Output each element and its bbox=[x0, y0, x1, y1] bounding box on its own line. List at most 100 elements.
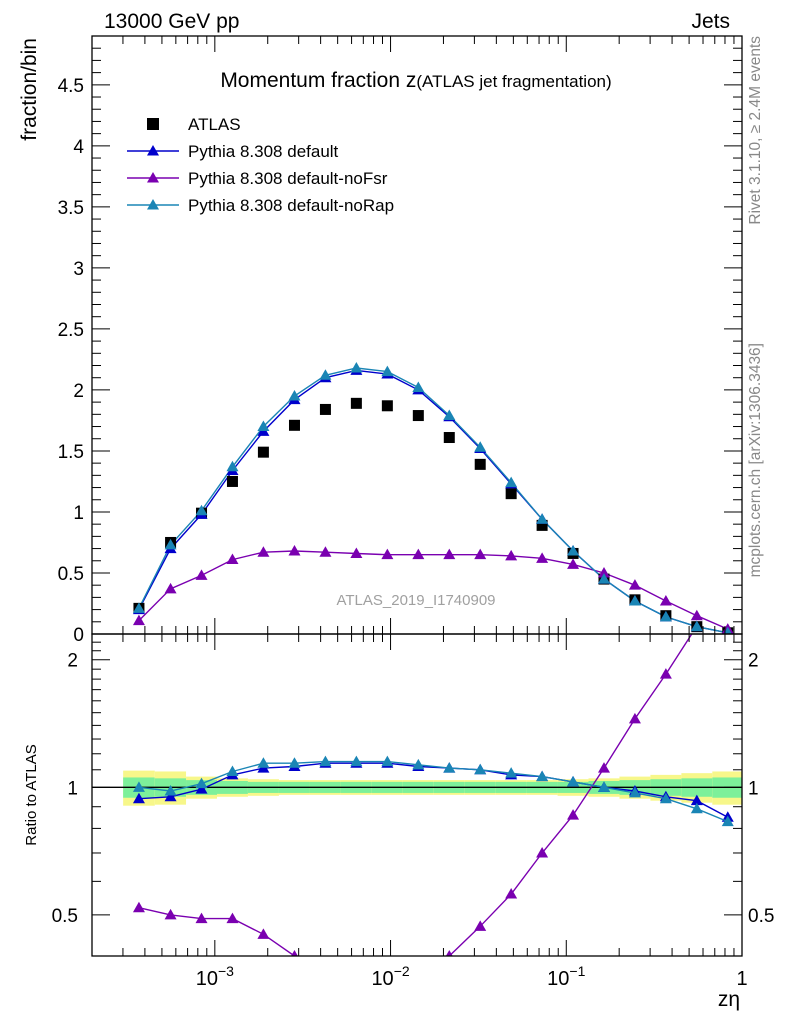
ratio-point-noFsr bbox=[412, 969, 424, 980]
atlas-data-point bbox=[257, 446, 269, 458]
data-point-noRap bbox=[226, 460, 239, 472]
ratio-point-noRap bbox=[195, 777, 208, 789]
ratio-point-noRap bbox=[536, 770, 549, 782]
atlas-data-point bbox=[226, 475, 238, 487]
atlas-data-point bbox=[443, 432, 455, 444]
main-y-tick-label: 2 bbox=[73, 381, 84, 402]
legend-label-default: Pythia 8.308 default bbox=[188, 142, 339, 161]
ratio-y-axis-label: Ratio to ATLAS bbox=[23, 744, 40, 845]
ratio-y-tick-label-left: 2 bbox=[67, 651, 78, 672]
ratio-point-noRap bbox=[474, 763, 487, 775]
x-axis-label: zη bbox=[718, 988, 740, 1011]
legend-label-atlas: ATLAS bbox=[188, 115, 241, 134]
ratio-point-default bbox=[690, 794, 703, 806]
ratio-line-default bbox=[138, 762, 729, 818]
ratio-point-noRap bbox=[319, 755, 332, 767]
legend-label-noFsr: Pythia 8.308 default-noFsr bbox=[188, 169, 388, 188]
data-point-noRap bbox=[257, 420, 270, 432]
data-point-noRap bbox=[628, 595, 641, 606]
data-point-noRap bbox=[164, 538, 177, 550]
ratio-point-default bbox=[195, 783, 208, 794]
atlas-data-point bbox=[319, 403, 331, 415]
ratio-point-noFsr bbox=[628, 712, 641, 724]
ratio-point-noRap bbox=[443, 762, 456, 773]
ratio-point-noRap bbox=[381, 755, 394, 767]
ratio-y-tick-label-left: 0.5 bbox=[52, 906, 78, 927]
ratio-point-noRap bbox=[505, 767, 518, 778]
data-point-noRap bbox=[350, 361, 363, 373]
ratio-point-noFsr bbox=[257, 928, 270, 939]
ratio-y-tick-label-left: 1 bbox=[67, 778, 78, 799]
ratio-point-noFsr bbox=[567, 809, 580, 820]
rivet-label: Rivet 3.1.10, ≥ 2.4M events bbox=[747, 36, 764, 225]
x-tick-label: 1 bbox=[736, 968, 747, 990]
legend: ATLAS Pythia 8.308 default Pythia 8.308 de… bbox=[127, 115, 394, 215]
data-point-noFsr bbox=[505, 549, 518, 561]
ratio-point-noRap bbox=[721, 815, 734, 827]
main-y-tick-label: 0.5 bbox=[58, 564, 84, 585]
ratio-point-noFsr bbox=[722, 526, 734, 537]
data-point-noFsr bbox=[536, 552, 549, 563]
analysis-watermark: ATLAS_2019_I1740909 bbox=[336, 592, 495, 609]
ratio-line-noRap bbox=[138, 760, 729, 823]
ratio-point-noFsr bbox=[291, 950, 298, 956]
header-right: Jets bbox=[691, 10, 730, 33]
main-y-tick-label: 0 bbox=[73, 625, 84, 646]
data-point-noRap bbox=[443, 409, 456, 421]
legend-marker-atlas bbox=[147, 118, 159, 130]
ratio-y-tick-label-right: 2 bbox=[748, 651, 759, 672]
x-tick-label: 10−2 bbox=[371, 963, 409, 990]
ratio-point-noFsr bbox=[505, 888, 518, 899]
data-point-noRap bbox=[132, 602, 145, 613]
data-point-noRap bbox=[536, 513, 549, 524]
legend-marker-noFsr bbox=[147, 172, 159, 183]
data-point-noRap bbox=[319, 369, 332, 380]
ratio-point-noFsr bbox=[445, 950, 453, 956]
data-point-noFsr bbox=[628, 579, 641, 590]
x-tick-label-base: 1 bbox=[736, 968, 747, 990]
ratio-point-noFsr bbox=[132, 901, 145, 913]
ratio-point-noFsr bbox=[195, 912, 208, 924]
ratio-point-noRap bbox=[288, 757, 301, 768]
ratio-point-noRap bbox=[257, 757, 270, 768]
ratio-point-noRap bbox=[597, 781, 610, 792]
ratio-point-noRap bbox=[132, 781, 145, 792]
ratio-point-noRap bbox=[659, 792, 672, 804]
atlas-data-point bbox=[288, 419, 300, 431]
data-point-noFsr bbox=[350, 547, 363, 558]
x-tick-label: 10−1 bbox=[547, 963, 585, 990]
x-tick-label-exponent: −2 bbox=[394, 963, 410, 979]
data-point-noFsr bbox=[567, 558, 580, 569]
data-point-noRap bbox=[474, 441, 487, 452]
ratio-y-tick-label-right: 0.5 bbox=[748, 906, 774, 927]
ratio-point-noFsr bbox=[474, 920, 487, 931]
atlas-data-point bbox=[381, 400, 393, 412]
ratio-point-noRap bbox=[412, 758, 425, 770]
legend-marker-noRap bbox=[147, 199, 159, 210]
data-point-noFsr bbox=[226, 553, 239, 565]
x-tick-label-base: 10 bbox=[547, 968, 569, 990]
data-point-noRap bbox=[567, 545, 580, 556]
ratio-point-default bbox=[132, 792, 145, 804]
x-tick-label: 10−3 bbox=[196, 963, 234, 990]
data-point-noRap bbox=[412, 381, 425, 392]
chart-title: Momentum fraction z(ATLAS jet fragmentat… bbox=[220, 69, 611, 92]
legend-label-noRap: Pythia 8.308 default-noRap bbox=[188, 196, 394, 215]
ratio-frame bbox=[91, 633, 743, 957]
ratio-bands bbox=[123, 770, 742, 806]
data-point-noRap bbox=[381, 365, 394, 377]
data-point-noRap bbox=[597, 573, 610, 584]
x-tick-label-exponent: −1 bbox=[569, 963, 585, 979]
ratio-point-noFsr bbox=[164, 908, 177, 920]
ratio-point-noRap bbox=[226, 765, 239, 776]
atlas-data-point bbox=[350, 397, 362, 409]
ratio-point-noFsr bbox=[597, 762, 610, 773]
data-point-noFsr bbox=[443, 548, 456, 560]
legend-marker-default bbox=[147, 145, 159, 156]
main-y-tick-label: 3.5 bbox=[58, 198, 84, 219]
ratio-point-noFsr bbox=[536, 846, 549, 858]
data-point-noRap bbox=[659, 610, 672, 622]
ratio-point-noFsr bbox=[659, 668, 672, 679]
series-line-noFsr bbox=[138, 550, 729, 630]
